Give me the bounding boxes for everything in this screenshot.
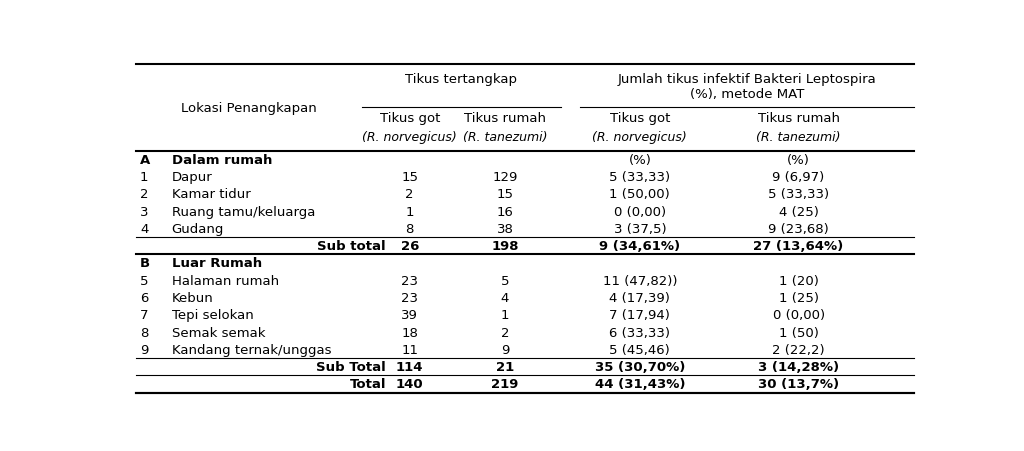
- Text: 140: 140: [396, 377, 424, 391]
- Text: 198: 198: [492, 239, 519, 253]
- Text: 8: 8: [140, 326, 148, 339]
- Text: Tikus got: Tikus got: [609, 111, 670, 124]
- Text: 26: 26: [400, 239, 419, 253]
- Text: B: B: [140, 257, 151, 270]
- Text: 9 (6,97): 9 (6,97): [772, 171, 824, 184]
- Text: 2 (22,2): 2 (22,2): [772, 343, 825, 356]
- Text: 35 (30,70%): 35 (30,70%): [595, 360, 685, 373]
- Text: 3: 3: [140, 205, 148, 218]
- Text: 4 (25): 4 (25): [778, 205, 818, 218]
- Text: 3 (14,28%): 3 (14,28%): [758, 360, 839, 373]
- Text: Kamar tidur: Kamar tidur: [172, 188, 251, 201]
- Text: 9: 9: [140, 343, 148, 356]
- Text: 9: 9: [501, 343, 509, 356]
- Text: 15: 15: [497, 188, 513, 201]
- Text: (R. norvegicus): (R. norvegicus): [593, 130, 687, 143]
- Text: 1: 1: [406, 205, 414, 218]
- Text: 7: 7: [140, 308, 148, 322]
- Text: A: A: [140, 153, 151, 166]
- Text: 27 (13,64%): 27 (13,64%): [754, 239, 844, 253]
- Text: 23: 23: [401, 291, 418, 304]
- Text: (R. norvegicus): (R. norvegicus): [362, 130, 457, 143]
- Text: 11: 11: [401, 343, 418, 356]
- Text: 38: 38: [497, 222, 513, 235]
- Text: Sub total: Sub total: [317, 239, 386, 253]
- Text: 0 (0,00): 0 (0,00): [613, 205, 666, 218]
- Text: 1 (50): 1 (50): [778, 326, 818, 339]
- Text: 0 (0,00): 0 (0,00): [772, 308, 824, 322]
- Text: 1: 1: [140, 171, 148, 184]
- Text: 5 (33,33): 5 (33,33): [768, 188, 829, 201]
- Text: 4 (17,39): 4 (17,39): [609, 291, 671, 304]
- Text: 5 (33,33): 5 (33,33): [609, 171, 671, 184]
- Text: 6: 6: [140, 291, 148, 304]
- Text: 1: 1: [501, 308, 509, 322]
- Text: 18: 18: [401, 326, 418, 339]
- Text: Luar Rumah: Luar Rumah: [172, 257, 262, 270]
- Text: 5: 5: [501, 274, 509, 287]
- Text: 1 (25): 1 (25): [778, 291, 818, 304]
- Text: 11 (47,82)): 11 (47,82)): [602, 274, 677, 287]
- Text: 16: 16: [497, 205, 513, 218]
- Text: 7 (17,94): 7 (17,94): [609, 308, 671, 322]
- Text: 114: 114: [396, 360, 424, 373]
- Text: 1 (50,00): 1 (50,00): [609, 188, 671, 201]
- Text: (R. tanezumi): (R. tanezumi): [463, 130, 547, 143]
- Text: Ruang tamu/keluarga: Ruang tamu/keluarga: [172, 205, 315, 218]
- Text: 4: 4: [501, 291, 509, 304]
- Text: 39: 39: [401, 308, 418, 322]
- Text: 219: 219: [492, 377, 518, 391]
- Text: Total: Total: [349, 377, 386, 391]
- Text: 8: 8: [406, 222, 414, 235]
- Text: Semak semak: Semak semak: [172, 326, 265, 339]
- Text: Tikus rumah: Tikus rumah: [758, 111, 840, 124]
- Text: 44 (31,43%): 44 (31,43%): [595, 377, 685, 391]
- Text: Gudang: Gudang: [172, 222, 224, 235]
- Text: Jumlah tikus infektif Bakteri Leptospira
(%), metode MAT: Jumlah tikus infektif Bakteri Leptospira…: [617, 73, 877, 101]
- Text: Tikus tertangkap: Tikus tertangkap: [406, 73, 517, 86]
- Text: 5 (45,46): 5 (45,46): [609, 343, 671, 356]
- Text: Lokasi Penangkapan: Lokasi Penangkapan: [181, 101, 316, 115]
- Text: 5: 5: [140, 274, 148, 287]
- Text: (R. tanezumi): (R. tanezumi): [757, 130, 841, 143]
- Text: (%): (%): [629, 153, 651, 166]
- Text: 30 (13,7%): 30 (13,7%): [758, 377, 839, 391]
- Text: 2: 2: [406, 188, 414, 201]
- Text: (%): (%): [787, 153, 810, 166]
- Text: 1 (20): 1 (20): [778, 274, 818, 287]
- Text: 129: 129: [493, 171, 518, 184]
- Text: 6 (33,33): 6 (33,33): [609, 326, 671, 339]
- Text: 15: 15: [401, 171, 418, 184]
- Text: Halaman rumah: Halaman rumah: [172, 274, 279, 287]
- Text: Tikus rumah: Tikus rumah: [464, 111, 546, 124]
- Text: 21: 21: [496, 360, 514, 373]
- Text: Kebun: Kebun: [172, 291, 213, 304]
- Text: Tikus got: Tikus got: [380, 111, 440, 124]
- Text: 23: 23: [401, 274, 418, 287]
- Text: Sub Total: Sub Total: [316, 360, 386, 373]
- Text: Dalam rumah: Dalam rumah: [172, 153, 272, 166]
- Text: 2: 2: [501, 326, 509, 339]
- Text: Tepi selokan: Tepi selokan: [172, 308, 253, 322]
- Text: 2: 2: [140, 188, 148, 201]
- Text: Kandang ternak/unggas: Kandang ternak/unggas: [172, 343, 331, 356]
- Text: 4: 4: [140, 222, 148, 235]
- Text: 9 (23,68): 9 (23,68): [768, 222, 829, 235]
- Text: Dapur: Dapur: [172, 171, 212, 184]
- Text: 9 (34,61%): 9 (34,61%): [599, 239, 680, 253]
- Text: 3 (37,5): 3 (37,5): [613, 222, 667, 235]
